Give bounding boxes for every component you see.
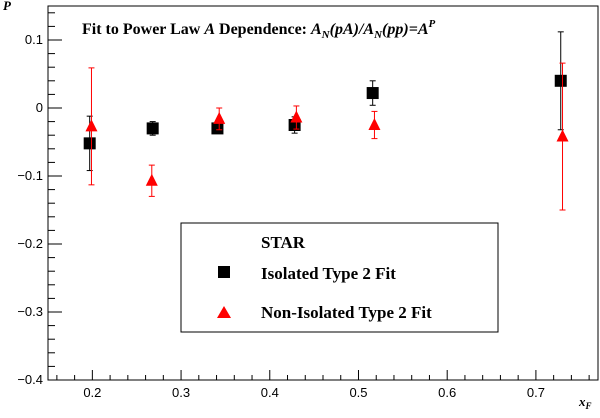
- x-tick-label: 0.7: [527, 385, 545, 400]
- x-tick-label: 0.3: [172, 385, 190, 400]
- data-point-triangle: [145, 173, 158, 186]
- data-point-triangle: [556, 129, 569, 142]
- y-tick-label: −0.1: [17, 168, 43, 183]
- y-tick-label: −0.4: [17, 372, 43, 387]
- data-point-square: [366, 87, 379, 100]
- legend-label-non-isolated: Non-Isolated Type 2 Fit: [261, 303, 432, 322]
- x-tick-label: 0.5: [349, 385, 367, 400]
- data-point-triangle: [290, 110, 303, 123]
- legend-marker-square: [218, 266, 230, 278]
- y-tick-label: 0: [36, 100, 43, 115]
- data-point-square: [211, 122, 224, 135]
- y-tick-label: 0.1: [25, 32, 43, 47]
- y-tick-label: −0.3: [17, 304, 43, 319]
- x-tick-label: 0.2: [83, 385, 101, 400]
- y-tick-label: −0.2: [17, 236, 43, 251]
- chart-title: Fit to Power Law A Dependence: AN(pA)/AN…: [82, 18, 435, 41]
- data-point-square: [83, 137, 96, 150]
- legend-marker-triangle: [217, 306, 231, 318]
- axis-ticks: 0.2 0.3 0.4 0.5 0.6 0.7 −0.4 −0.3 −0.2 −0.1 0 0.1: [17, 12, 590, 400]
- legend-label-isolated: Isolated Type 2 Fit: [261, 264, 396, 283]
- x-tick-label: 0.6: [438, 385, 456, 400]
- legend-header: STAR: [261, 233, 306, 252]
- x-tick-label: 0.4: [261, 385, 279, 400]
- data-point-triangle: [85, 119, 98, 132]
- x-axis-label: xF: [578, 394, 592, 411]
- data-point-triangle: [213, 111, 226, 124]
- data-point-square: [554, 74, 567, 87]
- legend: STAR Isolated Type 2 Fit Non-Isolated Ty…: [180, 222, 499, 333]
- series-isolated: [83, 31, 567, 172]
- y-axis-label: P: [3, 0, 12, 13]
- data-layer: [83, 31, 569, 211]
- data-point-square: [146, 122, 159, 135]
- series-non-isolated: [85, 62, 569, 211]
- data-point-triangle: [368, 118, 381, 130]
- legend-box: [180, 222, 499, 333]
